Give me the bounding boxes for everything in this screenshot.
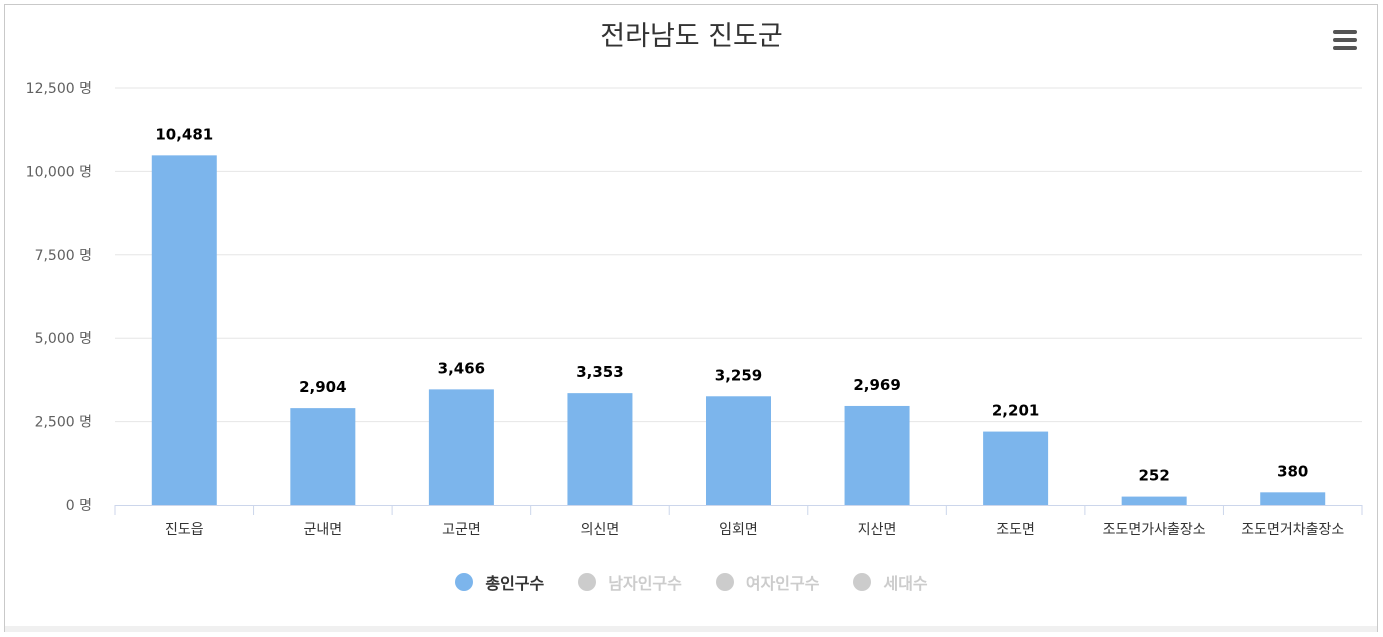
legend-dot-icon xyxy=(715,573,734,591)
x-tick-label: 임회면 xyxy=(719,522,758,538)
data-label: 252 xyxy=(1139,467,1170,485)
bar xyxy=(290,408,356,505)
legend-label: 남자인구수 xyxy=(608,574,682,593)
hamburger-menu-icon[interactable] xyxy=(1331,28,1359,52)
chart-container xyxy=(4,4,1378,632)
x-tick-label: 조도면가사출장소 xyxy=(1103,522,1206,538)
legend-item[interactable]: 총인구수 xyxy=(455,570,544,594)
y-tick-label: 12,500 명 xyxy=(26,81,92,97)
bar xyxy=(983,431,1049,505)
data-label: 3,353 xyxy=(576,363,623,381)
x-tick-label: 의신면 xyxy=(581,522,620,538)
legend-dot-icon xyxy=(853,573,872,591)
x-tick-label: 지산면 xyxy=(858,522,897,538)
chart-title: 전라남도 진도군 xyxy=(600,21,783,52)
legend-item[interactable]: 세대수 xyxy=(853,570,928,594)
bar xyxy=(1260,492,1326,505)
x-tick-label: 고군면 xyxy=(442,522,481,538)
data-label: 2,201 xyxy=(992,402,1039,420)
legend-label: 여자인구수 xyxy=(745,574,820,593)
y-tick-label: 0 명 xyxy=(66,498,92,514)
bar xyxy=(567,393,633,505)
y-tick-label: 10,000 명 xyxy=(26,164,92,180)
bar xyxy=(428,389,494,505)
y-tick-label: 7,500 명 xyxy=(35,248,92,264)
bottom-strip xyxy=(5,626,1377,632)
x-tick-label: 조도면거차출장소 xyxy=(1241,522,1344,538)
bar xyxy=(706,396,771,505)
data-label: 2,969 xyxy=(853,376,900,394)
x-tick-label: 군내면 xyxy=(304,522,343,538)
legend-label: 세대수 xyxy=(883,574,928,593)
data-label: 3,466 xyxy=(438,359,485,377)
legend-item[interactable]: 여자인구수 xyxy=(715,570,820,594)
data-label: 10,481 xyxy=(155,125,213,143)
x-tick-label: 조도면 xyxy=(996,522,1035,538)
bar xyxy=(151,155,217,506)
legend-dot-icon xyxy=(578,573,597,591)
bar xyxy=(1121,496,1187,505)
legend-dot-icon xyxy=(455,573,474,591)
data-label: 3,259 xyxy=(715,366,762,384)
data-label: 380 xyxy=(1277,462,1308,480)
legend-label: 총인구수 xyxy=(485,574,545,593)
x-tick-label: 진도읍 xyxy=(165,522,204,538)
bar xyxy=(844,405,910,505)
legend-item[interactable]: 남자인구수 xyxy=(578,570,682,594)
data-label: 2,904 xyxy=(299,378,346,396)
legend: 총인구수 남자인구수 여자인구수 세대수 xyxy=(0,570,1383,594)
y-tick-label: 5,000 명 xyxy=(35,331,92,347)
y-tick-label: 2,500 명 xyxy=(35,415,92,431)
